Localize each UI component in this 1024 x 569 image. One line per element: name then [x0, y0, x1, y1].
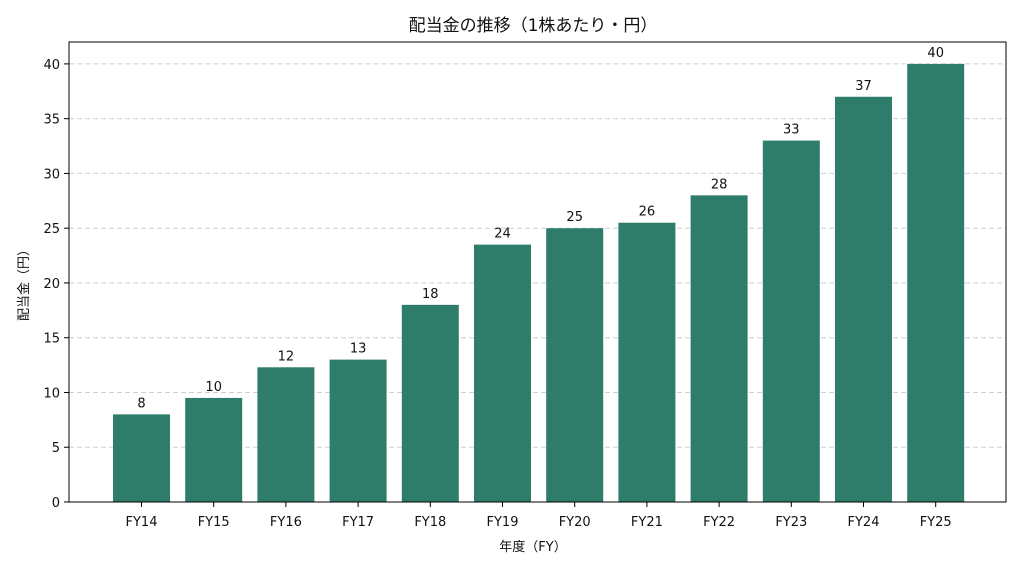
data-label-layer: 8 10 12 13 18 24 25 26 28 33 37 40: [137, 46, 944, 411]
bar: [185, 397, 243, 502]
x-tick-label: FY15: [198, 515, 230, 530]
x-tick-label: FY18: [414, 515, 446, 530]
y-tick-label: 40: [43, 58, 60, 73]
x-tick-label: FY23: [775, 515, 807, 530]
bar: [329, 359, 387, 502]
bar-value-label: 13: [350, 342, 367, 357]
bar-value-label: 28: [711, 177, 728, 192]
y-tick-label: 35: [43, 113, 60, 128]
x-tick-label: FY17: [342, 515, 374, 530]
bar-value-label: 18: [422, 287, 439, 302]
x-axis-ticks: FY14 FY15 FY16 FY17 FY18 FY19 FY20 FY21 FY22 FY23…: [126, 502, 952, 530]
y-tick-label: 15: [43, 332, 60, 347]
x-tick-label: FY24: [848, 515, 880, 530]
bar: [546, 228, 604, 502]
bar-value-label: 10: [205, 380, 222, 395]
bar: [474, 244, 531, 502]
x-axis-label: 年度（FY）: [499, 539, 566, 555]
bar: [401, 304, 459, 502]
x-tick-label: FY19: [487, 515, 519, 530]
bar-value-label: 33: [783, 123, 800, 138]
bar-value-label: 8: [137, 396, 145, 411]
x-tick-label: FY20: [559, 515, 591, 530]
bar-value-label: 25: [566, 210, 583, 225]
bar: [618, 222, 676, 502]
chart-title: 配当金の推移（1株あたり・円）: [409, 16, 658, 36]
y-tick-label: 20: [43, 277, 60, 292]
x-tick-label: FY16: [270, 515, 302, 530]
bar: [762, 140, 820, 503]
x-tick-label: FY22: [703, 515, 735, 530]
x-tick-label: FY14: [126, 515, 158, 530]
y-tick-label: 10: [43, 386, 60, 401]
y-axis-ticks: 0 5 10 15 20 25 30 35 40: [43, 58, 69, 511]
bar-value-label: 26: [639, 205, 656, 220]
bar: [835, 96, 892, 502]
bar: [907, 63, 965, 503]
y-tick-label: 5: [52, 441, 60, 456]
y-tick-label: 25: [43, 222, 60, 237]
bar-value-label: 37: [855, 79, 872, 94]
bar: [257, 367, 315, 502]
x-tick-label: FY21: [631, 515, 663, 530]
bar: [690, 195, 748, 503]
bar-value-label: 12: [278, 349, 295, 364]
y-tick-label: 0: [52, 496, 60, 511]
plot-frame: [68, 41, 1007, 503]
bar-value-label: 40: [927, 46, 944, 61]
bar-layer: [113, 63, 965, 503]
bar: [113, 414, 170, 502]
x-tick-label: FY25: [920, 515, 952, 530]
y-axis-label: 配当金（円）: [16, 243, 32, 321]
y-tick-label: 30: [43, 167, 60, 182]
bar-value-label: 24: [494, 227, 511, 242]
